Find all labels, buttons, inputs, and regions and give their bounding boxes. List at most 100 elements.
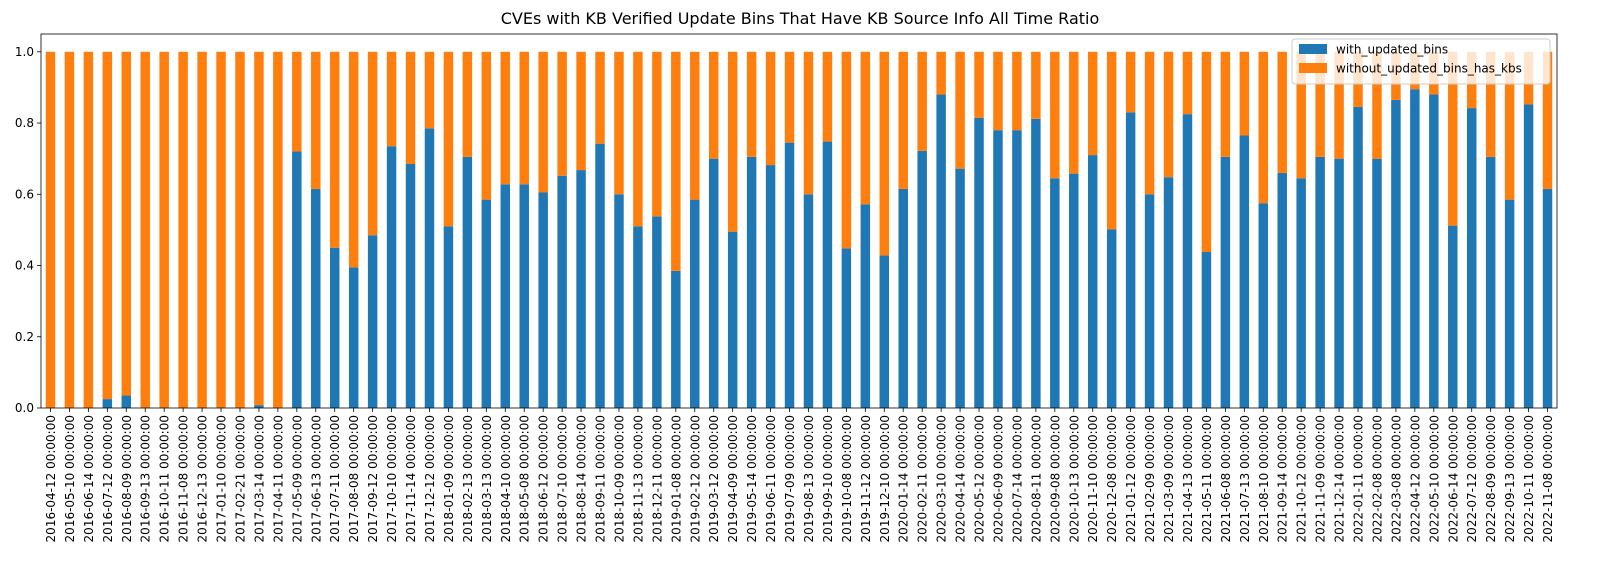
bar-with-updated-bins — [917, 150, 927, 408]
x-tick-label: 2021-12-14 00:00:00 — [1333, 415, 1347, 542]
bar-without-updated-bins-has-kbs — [1050, 51, 1060, 179]
bar-with-updated-bins — [974, 117, 984, 408]
bar-without-updated-bins-has-kbs — [481, 51, 492, 200]
x-tick-label: 2017-11-14 00:00:00 — [404, 415, 418, 542]
bar-without-updated-bins-has-kbs — [178, 51, 188, 409]
bar-without-updated-bins-has-kbs — [765, 51, 776, 166]
bar-with-updated-bins — [1050, 178, 1060, 408]
bar-without-updated-bins-has-kbs — [671, 51, 681, 271]
bar-without-updated-bins-has-kbs — [140, 51, 150, 409]
x-tick-label: 2018-01-09 00:00:00 — [442, 415, 456, 542]
bar-without-updated-bins-has-kbs — [784, 51, 795, 143]
bar-with-updated-bins — [1410, 89, 1420, 408]
x-tick-label: 2017-12-12 00:00:00 — [423, 415, 437, 542]
bar-with-updated-bins — [254, 405, 264, 408]
bar-without-updated-bins-has-kbs — [538, 51, 548, 193]
bar-without-updated-bins-has-kbs — [311, 51, 321, 189]
bar-with-updated-bins — [311, 188, 321, 408]
x-tick-label: 2017-03-14 00:00:00 — [252, 415, 266, 542]
y-tick-label: 0.0 — [15, 401, 34, 415]
bar-without-updated-bins-has-kbs — [500, 51, 511, 185]
x-tick-label: 2020-07-14 00:00:00 — [1010, 415, 1024, 542]
x-tick-label: 2016-10-11 00:00:00 — [158, 415, 172, 542]
bar-without-updated-bins-has-kbs — [216, 51, 226, 409]
bar-with-updated-bins — [329, 247, 340, 408]
bar-with-updated-bins — [1031, 118, 1041, 409]
bar-with-updated-bins — [746, 156, 757, 408]
bar-without-updated-bins-has-kbs — [1031, 51, 1041, 119]
x-tick-label: 2020-03-10 00:00:00 — [935, 415, 949, 542]
x-tick-label: 2019-06-11 00:00:00 — [764, 415, 778, 542]
x-tick-label: 2016-09-13 00:00:00 — [139, 415, 153, 542]
bar-without-updated-bins-has-kbs — [1372, 51, 1382, 159]
x-tick-label: 2022-01-11 00:00:00 — [1352, 415, 1366, 542]
chart-title: CVEs with KB Verified Update Bins That H… — [501, 9, 1100, 28]
bar-without-updated-bins-has-kbs — [917, 51, 927, 151]
x-tick-label: 2016-07-12 00:00:00 — [101, 415, 115, 542]
x-tick-label: 2018-11-13 00:00:00 — [631, 415, 645, 542]
bar-with-updated-bins — [405, 164, 416, 408]
bar-without-updated-bins-has-kbs — [936, 51, 946, 95]
bar-with-updated-bins — [557, 175, 567, 408]
bar-with-updated-bins — [803, 194, 814, 408]
bar-without-updated-bins-has-kbs — [273, 51, 283, 409]
bar-with-updated-bins — [1391, 99, 1401, 409]
bar-with-updated-bins — [1220, 156, 1231, 408]
bar-with-updated-bins — [1144, 194, 1155, 408]
bar-without-updated-bins-has-kbs — [292, 51, 302, 152]
x-tick-label: 2021-10-12 00:00:00 — [1295, 415, 1309, 542]
bar-without-updated-bins-has-kbs — [1087, 51, 1098, 156]
bar-with-updated-bins — [860, 204, 871, 408]
bar-with-updated-bins — [386, 146, 397, 408]
bar-without-updated-bins-has-kbs — [1144, 51, 1155, 195]
x-tick-label: 2022-10-11 00:00:00 — [1522, 415, 1536, 542]
bar-with-updated-bins — [538, 192, 548, 408]
bar-with-updated-bins — [1448, 225, 1458, 408]
bar-with-updated-bins — [424, 128, 435, 408]
bar-without-updated-bins-has-kbs — [197, 51, 207, 409]
bar-without-updated-bins-has-kbs — [348, 51, 359, 268]
x-tick-label: 2021-01-12 00:00:00 — [1124, 415, 1138, 542]
bar-without-updated-bins-has-kbs — [405, 51, 416, 165]
bar-with-updated-bins — [1504, 199, 1515, 408]
bar-with-updated-bins — [614, 194, 624, 408]
x-tick-label: 2018-02-13 00:00:00 — [461, 415, 475, 542]
bar-without-updated-bins-has-kbs — [159, 51, 169, 409]
bar-without-updated-bins-has-kbs — [102, 51, 113, 400]
x-tick-label: 2016-04-12 00:00:00 — [44, 415, 58, 542]
bar-without-updated-bins-has-kbs — [898, 51, 908, 189]
bar-without-updated-bins-has-kbs — [1504, 51, 1515, 200]
x-tick-label: 2017-07-11 00:00:00 — [328, 415, 342, 542]
y-tick-label: 0.6 — [15, 187, 34, 201]
bar-without-updated-bins-has-kbs — [1485, 51, 1496, 157]
legend: with_updated_bins without_updated_bins_ha… — [1291, 38, 1551, 85]
bar-without-updated-bins-has-kbs — [727, 51, 738, 232]
bar-with-updated-bins — [1012, 130, 1022, 408]
y-axis: 0.0 0.2 0.4 0.6 0.8 1.0 — [15, 45, 41, 415]
bar-without-updated-bins-has-kbs — [746, 51, 757, 157]
x-tick-label: 2021-02-09 00:00:00 — [1143, 415, 1157, 542]
x-tick-label: 2020-09-08 00:00:00 — [1048, 415, 1062, 542]
bar-without-updated-bins-has-kbs — [45, 51, 56, 409]
x-tick-label: 2021-07-13 00:00:00 — [1238, 415, 1252, 542]
x-tick-label: 2018-12-11 00:00:00 — [650, 415, 664, 542]
x-tick-label: 2018-10-09 00:00:00 — [612, 415, 626, 542]
x-tick-label: 2017-06-13 00:00:00 — [309, 415, 323, 542]
bar-without-updated-bins-has-kbs — [254, 51, 264, 406]
x-tick-label: 2017-08-08 00:00:00 — [347, 415, 361, 542]
x-tick-label: 2022-08-09 00:00:00 — [1484, 415, 1498, 542]
legend-swatch — [1299, 63, 1327, 73]
x-tick-label: 2021-08-10 00:00:00 — [1257, 415, 1271, 542]
bar-without-updated-bins-has-kbs — [1542, 51, 1553, 189]
x-tick-label: 2019-02-12 00:00:00 — [688, 415, 702, 542]
bar-without-updated-bins-has-kbs — [576, 51, 586, 171]
bar-with-updated-bins — [1201, 251, 1212, 408]
plot-frame — [40, 33, 1558, 409]
bar-without-updated-bins-has-kbs — [1448, 51, 1458, 226]
legend-label: without_updated_bins_has_kbs — [1336, 62, 1522, 76]
x-tick-label: 2018-05-08 00:00:00 — [518, 415, 532, 542]
bar-without-updated-bins-has-kbs — [1125, 51, 1136, 113]
x-tick-label: 2021-11-09 00:00:00 — [1314, 415, 1328, 542]
bar-with-updated-bins — [1334, 158, 1344, 408]
